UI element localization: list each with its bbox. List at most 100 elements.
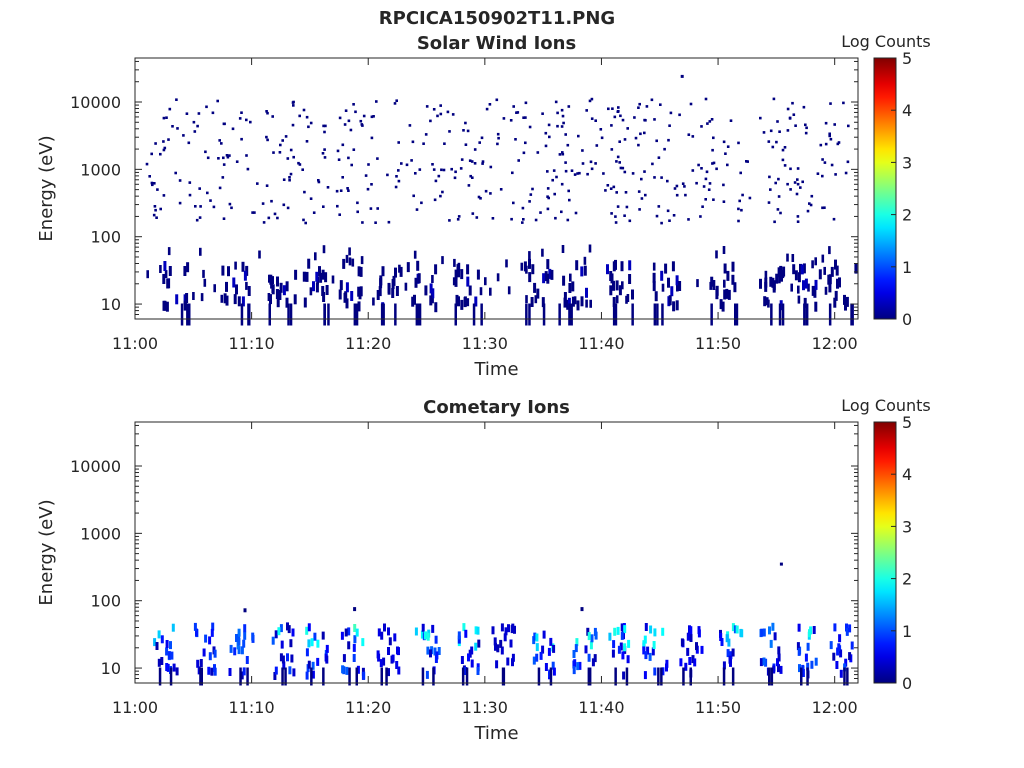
ci-data-cell — [470, 659, 474, 668]
sw-data-cell — [484, 277, 487, 286]
sw-data-cell — [763, 296, 767, 307]
sw-data-cell — [220, 142, 223, 145]
ci-data-cell — [729, 651, 733, 660]
sw-data-cell — [323, 130, 326, 134]
ci-data-cell — [429, 649, 432, 658]
sw-data-cell — [418, 168, 422, 171]
sw-data-cell — [315, 271, 319, 282]
sw-data-cell — [476, 269, 480, 280]
sw-data-cell — [322, 205, 325, 208]
sw-data-cell — [618, 140, 621, 143]
sw-data-cell — [453, 258, 456, 267]
sw-data-cell — [683, 185, 686, 188]
ci-data-cell — [575, 638, 579, 647]
sw-data-cell — [176, 127, 179, 130]
ci-data-cell — [281, 667, 284, 686]
ci-data-cell — [835, 661, 839, 669]
sw-data-cell — [457, 296, 460, 307]
sw-data-cell — [824, 286, 828, 295]
sw-data-cell — [228, 202, 232, 206]
sw-data-cell — [590, 117, 594, 120]
ci-data-cell — [388, 637, 392, 646]
sw-data-cell — [772, 97, 776, 101]
ci-data-cell — [277, 627, 281, 636]
sw-data-cell — [721, 301, 725, 312]
sw-data-cell — [375, 100, 378, 103]
sw-data-cell — [342, 258, 346, 269]
sw-data-cell — [392, 275, 396, 286]
ci-data-cell — [593, 654, 597, 663]
ci-data-cell — [157, 658, 161, 667]
ci-data-cell — [157, 630, 161, 639]
ci-data-cell — [271, 636, 275, 645]
ci-data-cell — [387, 627, 390, 636]
ci-data-cell — [679, 658, 683, 667]
sw-data-cell — [824, 121, 828, 125]
sw-data-cell — [292, 155, 295, 159]
ci-data-cell — [719, 633, 723, 641]
sw-data-cell — [830, 163, 834, 167]
ci-data-cell — [500, 623, 504, 632]
sw-data-cell — [524, 116, 527, 119]
ci-data-cell — [680, 638, 684, 647]
ci-data-cell — [434, 635, 438, 644]
ci-data-cell — [387, 668, 390, 677]
sw-data-cell — [560, 125, 564, 128]
sw-data-cell — [781, 158, 785, 162]
sw-data-cell — [247, 286, 251, 296]
ci-data-cell — [199, 667, 202, 686]
sw-data-cell — [446, 110, 450, 114]
sw-data-cell — [156, 188, 159, 191]
sw-data-cell — [623, 170, 627, 174]
sw-data-cell — [199, 247, 202, 256]
sw-data-cell — [495, 98, 499, 102]
ci-data-cell — [798, 664, 801, 673]
sw-data-cell — [165, 301, 169, 312]
sw-data-cell — [699, 215, 702, 218]
sw-data-cell — [655, 139, 658, 143]
sw-data-cell — [221, 265, 225, 276]
sw-data-cell — [814, 301, 818, 312]
sw-data-cell — [568, 198, 571, 202]
sw-data-cell — [473, 148, 477, 151]
sw-data-cell — [821, 254, 825, 263]
sw-data-cell — [544, 144, 548, 148]
ci-data-cell — [502, 667, 506, 686]
sw-data-cell — [415, 208, 419, 211]
ci-data-cell — [665, 659, 669, 668]
ci-data-cell — [347, 641, 351, 650]
sw-data-cell — [612, 297, 616, 307]
sw-data-cell — [240, 111, 243, 114]
sw-data-cell — [466, 298, 470, 307]
sw-data-cell — [657, 156, 661, 159]
ci-data-cell — [643, 671, 647, 680]
sw-data-cell — [522, 116, 525, 119]
sw-data-cell — [570, 169, 574, 172]
sw-data-cell — [192, 120, 196, 124]
sw-data-cell — [653, 303, 657, 326]
sw-data-cell — [711, 162, 714, 165]
sw-data-cell — [361, 221, 364, 224]
sw-data-cell — [499, 188, 503, 191]
sw-data-cell — [542, 273, 546, 284]
sw-data-cell — [564, 133, 567, 136]
sw-data-cell — [571, 296, 575, 307]
ci-data-cell — [242, 639, 246, 648]
sw-data-cell — [404, 282, 408, 291]
ci-data-cell — [240, 671, 244, 680]
ci-data-cell — [839, 649, 843, 658]
sw-data-cell — [187, 141, 191, 145]
ci-data-cell — [845, 627, 849, 636]
sw-data-cell — [528, 125, 532, 129]
ci-data-cell — [292, 668, 296, 677]
sw-data-cell — [475, 216, 479, 219]
sw-data-cell — [350, 291, 354, 301]
sw-data-cell — [704, 198, 707, 201]
sw-data-cell — [269, 294, 272, 305]
sw-data-cell — [216, 99, 219, 103]
ci-data-cell — [239, 667, 242, 686]
sw-data-cell — [616, 205, 620, 208]
ci-data-cell — [204, 634, 208, 643]
ci-data-cell — [494, 642, 497, 651]
